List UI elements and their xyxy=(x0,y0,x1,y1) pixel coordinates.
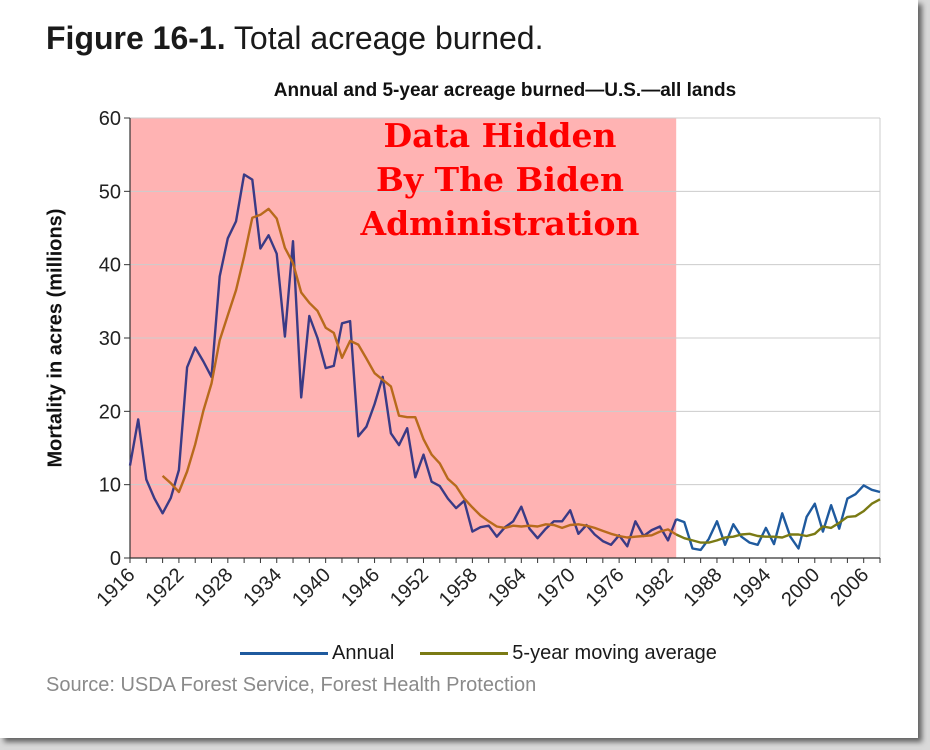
x-tick-label: 1916 xyxy=(93,564,140,611)
x-tick-label: 1928 xyxy=(190,564,237,611)
y-tick-label: 10 xyxy=(99,475,121,497)
legend-annual-label: Annual xyxy=(332,641,395,664)
overlay-line-2: By The Biden xyxy=(375,160,625,199)
figure-frame: Figure 16-1. Total acreage burned. Annua… xyxy=(0,0,918,738)
y-axis-label: Mortality in acres (millions) xyxy=(44,208,67,468)
legend-moving-average-swatch xyxy=(420,651,509,655)
axes xyxy=(129,118,881,563)
y-tick-label: 40 xyxy=(99,255,121,277)
figure-number: Figure 16-1. xyxy=(46,20,226,56)
moving-average-line xyxy=(161,207,677,539)
y-tick-label: 30 xyxy=(99,328,121,350)
x-tick-label: 2000 xyxy=(777,564,824,611)
legend: Annual 5-year moving average xyxy=(240,640,725,666)
y-tick-label: 50 xyxy=(99,181,121,203)
x-tick-label: 1964 xyxy=(484,564,531,611)
y-tick-label: 60 xyxy=(99,108,121,130)
moving-average-line-recent xyxy=(675,498,881,544)
annual-line-recent xyxy=(675,484,881,552)
y-tick-label: 20 xyxy=(99,401,121,423)
overlay-line-3: Administration xyxy=(360,204,640,243)
source-note: Source: USDA Forest Service, Forest Heal… xyxy=(46,674,537,696)
x-tick-label: 1970 xyxy=(533,564,580,611)
figure-title: Figure 16-1. Total acreage burned. xyxy=(46,20,543,57)
x-tick-label: 1946 xyxy=(337,564,384,611)
y-tick-label: 0 xyxy=(110,548,121,570)
x-tick-label: 1934 xyxy=(239,564,286,611)
x-tick-label: 2006 xyxy=(826,564,873,611)
legend-annual-swatch xyxy=(240,651,328,655)
x-tick-label: 1988 xyxy=(679,564,726,611)
x-tick-label: 1922 xyxy=(141,564,188,611)
x-tick-label: 1982 xyxy=(631,564,678,611)
x-tick-label: 1994 xyxy=(728,564,775,611)
overlay-line-1: Data Hidden xyxy=(383,116,617,155)
x-tick-label: 1940 xyxy=(288,564,335,611)
chart-title: Annual and 5-year acreage burned—U.S.—al… xyxy=(273,80,737,101)
figure-caption: Total acreage burned. xyxy=(233,20,544,56)
x-tick-label: 1958 xyxy=(435,564,482,611)
overlay-stamp: Data Hidden By The Biden Administration xyxy=(330,114,670,246)
series-lines xyxy=(128,173,881,552)
x-tick-label: 1952 xyxy=(386,564,433,611)
legend-moving-average-label: 5-year moving average xyxy=(512,641,717,664)
x-tick-label: 1976 xyxy=(582,564,629,611)
